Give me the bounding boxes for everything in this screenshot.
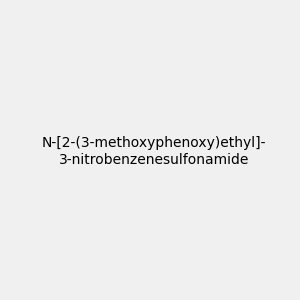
Text: N-[2-(3-methoxyphenoxy)ethyl]-
3-nitrobenzenesulfonamide: N-[2-(3-methoxyphenoxy)ethyl]- 3-nitrobe…: [41, 136, 266, 166]
